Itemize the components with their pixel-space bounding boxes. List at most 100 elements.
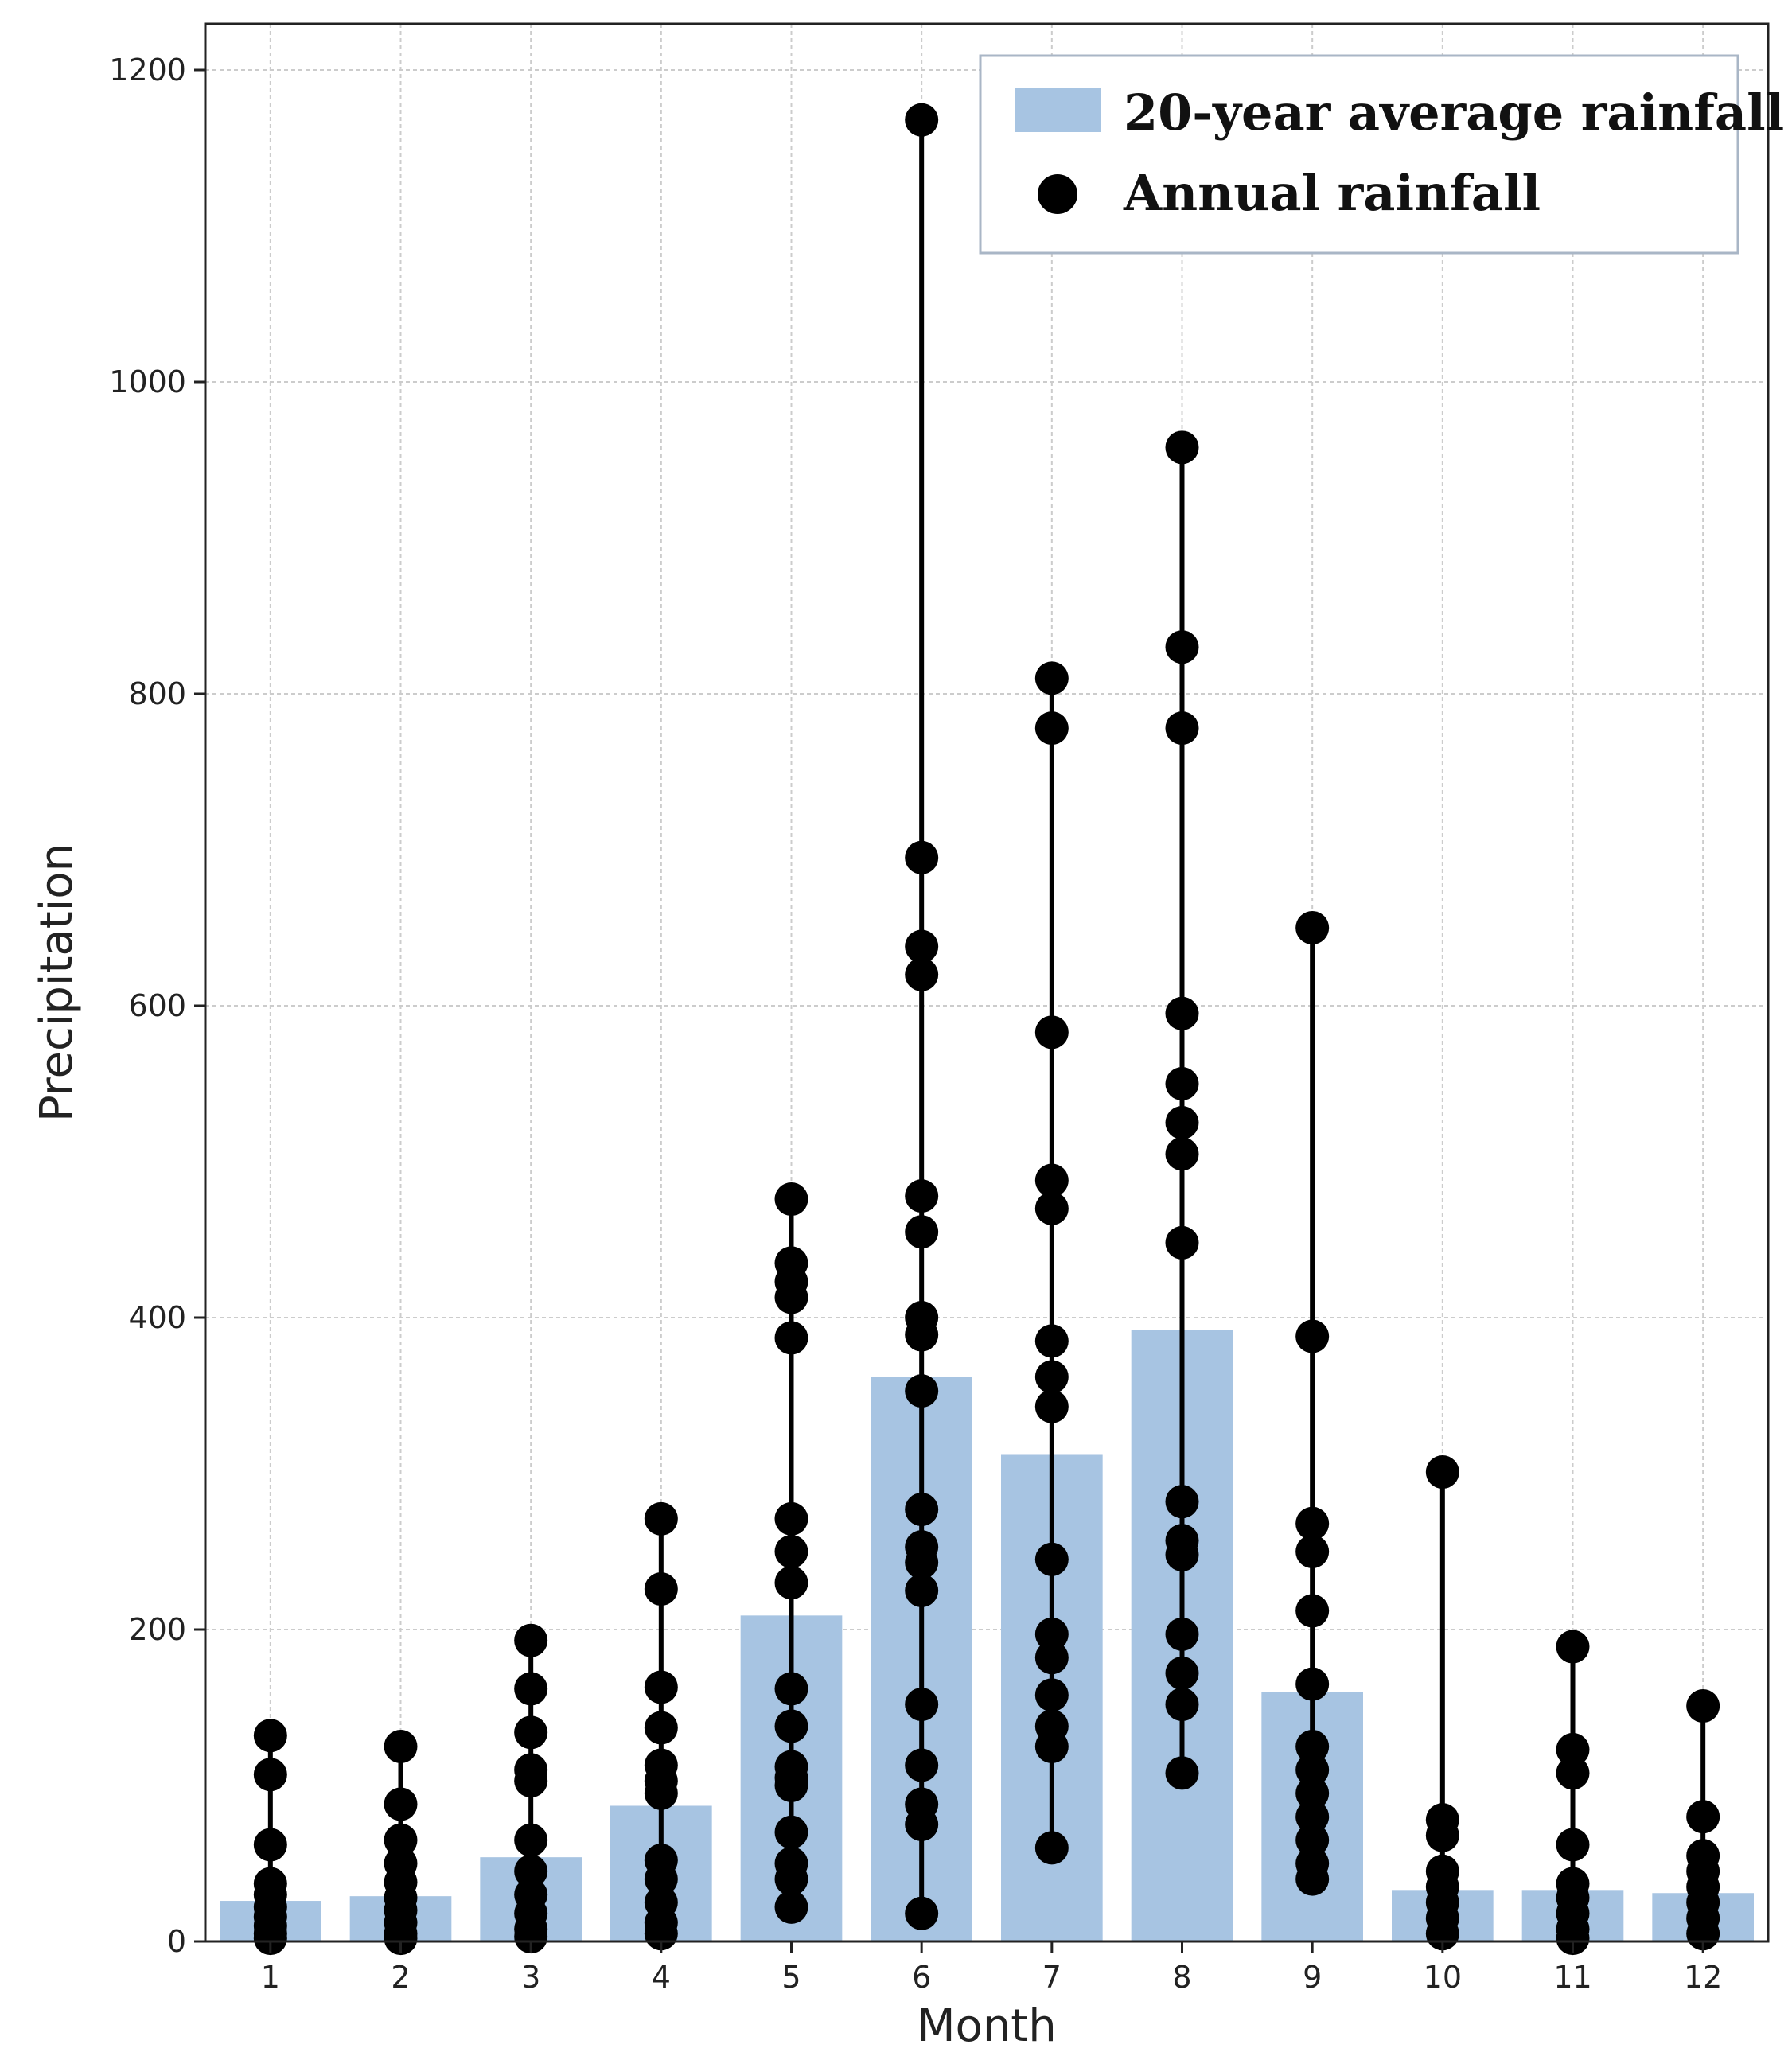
x-tick-label: 10 (1424, 1960, 1462, 1995)
point-month-5 (774, 1321, 808, 1355)
point-month-9 (1295, 1800, 1330, 1834)
point-month-6 (905, 1215, 939, 1249)
legend-bar-label: 20-year average rainfall (1124, 84, 1784, 142)
point-month-3 (514, 1623, 548, 1657)
x-tick-label: 2 (391, 1960, 410, 1995)
point-month-8 (1165, 1688, 1199, 1722)
stem-layer (267, 119, 1706, 1939)
point-month-9 (1295, 1506, 1330, 1540)
point-month-8 (1165, 630, 1199, 664)
grid-layer (205, 24, 1768, 1942)
point-month-11 (1556, 1732, 1590, 1766)
point-month-8 (1165, 1225, 1199, 1260)
point-month-6 (905, 1493, 939, 1527)
point-month-8 (1165, 711, 1199, 746)
point-month-7 (1034, 1641, 1069, 1675)
point-month-5 (774, 1182, 808, 1217)
point-month-7 (1034, 1015, 1069, 1049)
point-month-7 (1034, 1389, 1069, 1423)
point-month-7 (1034, 711, 1069, 746)
point-month-5 (774, 1890, 808, 1924)
point-month-3 (514, 1854, 548, 1888)
bar-layer (220, 1330, 1754, 1941)
x-tick-label: 7 (1042, 1960, 1062, 1995)
point-month-11 (1556, 1922, 1590, 1956)
x-tick-label: 6 (912, 1960, 931, 1995)
point-month-8 (1165, 1137, 1199, 1171)
y-tick-label: 1000 (109, 364, 186, 399)
point-month-6 (905, 1179, 939, 1213)
point-month-8 (1165, 1485, 1199, 1519)
point-layer (253, 103, 1720, 1956)
point-month-1 (253, 1719, 287, 1753)
legend-bar-swatch (1015, 88, 1101, 132)
point-month-6 (905, 840, 939, 874)
point-month-5 (774, 1709, 808, 1743)
x-tick-label: 1 (261, 1960, 280, 1995)
point-month-11 (1556, 1630, 1590, 1664)
point-month-3 (514, 1823, 548, 1857)
point-month-4 (644, 1776, 678, 1810)
point-month-1 (253, 1758, 287, 1792)
y-tick-label: 600 (128, 988, 186, 1023)
point-month-7 (1034, 1730, 1069, 1763)
point-month-1 (253, 1828, 287, 1862)
point-month-3 (514, 1764, 548, 1798)
point-month-9 (1295, 1862, 1330, 1896)
x-tick-label: 8 (1172, 1960, 1191, 1995)
point-month-12 (1686, 1800, 1720, 1834)
legend-box (979, 54, 1739, 255)
point-month-9 (1295, 911, 1330, 944)
legend-point-swatch (1038, 174, 1077, 214)
point-month-9 (1295, 1776, 1330, 1810)
point-month-6 (905, 1374, 939, 1408)
point-month-6 (905, 103, 939, 137)
point-month-10 (1425, 1818, 1459, 1852)
x-axis-title: Month (917, 2000, 1057, 2052)
x-tick-label: 9 (1303, 1960, 1322, 1995)
point-month-9 (1295, 1319, 1330, 1353)
point-month-7 (1034, 1163, 1069, 1197)
y-tick-label: 0 (167, 1924, 186, 1959)
point-month-2 (384, 1823, 418, 1857)
point-month-5 (774, 1566, 808, 1600)
point-month-6 (905, 929, 939, 964)
point-month-5 (774, 1535, 808, 1568)
point-month-6 (905, 1545, 939, 1579)
point-month-9 (1295, 1730, 1330, 1763)
point-month-3 (514, 1672, 548, 1706)
y-tick-label: 1200 (109, 53, 186, 88)
point-month-7 (1034, 1360, 1069, 1394)
point-month-5 (774, 1280, 808, 1314)
x-tick-label: 11 (1553, 1960, 1591, 1995)
point-month-11 (1556, 1756, 1590, 1790)
point-month-6 (905, 1748, 939, 1782)
plot-frame (204, 22, 1770, 1943)
point-month-9 (1295, 1667, 1330, 1701)
point-month-8 (1165, 1656, 1199, 1690)
point-month-7 (1034, 1191, 1069, 1225)
point-month-9 (1295, 1594, 1330, 1628)
point-month-4 (644, 1711, 678, 1745)
point-month-12 (1686, 1689, 1720, 1723)
point-month-5 (774, 1862, 808, 1896)
point-month-8 (1165, 1106, 1199, 1139)
point-month-5 (774, 1501, 808, 1536)
point-month-4 (644, 1670, 678, 1704)
point-month-5 (774, 1672, 808, 1706)
point-month-3 (514, 1920, 548, 1954)
point-month-7 (1034, 1324, 1069, 1358)
y-tick-label: 200 (128, 1612, 186, 1647)
point-month-1 (253, 1922, 287, 1956)
point-month-6 (905, 1574, 939, 1607)
point-month-9 (1295, 1823, 1330, 1857)
y-axis-title: Precipitation (31, 843, 83, 1122)
x-tick-label: 3 (521, 1960, 540, 1995)
point-month-9 (1295, 1535, 1330, 1568)
point-month-6 (905, 1808, 939, 1841)
point-month-5 (774, 1769, 808, 1802)
point-month-8 (1165, 996, 1199, 1030)
point-month-2 (384, 1730, 418, 1763)
